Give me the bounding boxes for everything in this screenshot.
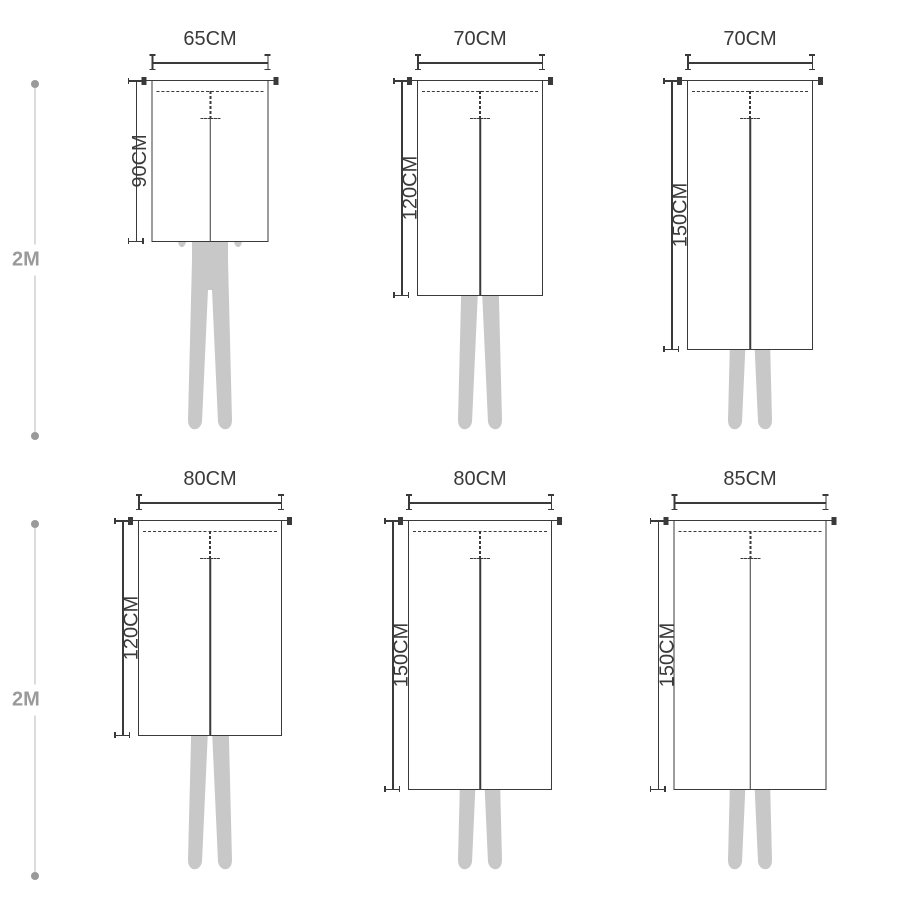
- width-dimension: 80CM: [408, 490, 552, 516]
- curtain: [687, 80, 813, 350]
- size-chart-canvas: 2M 65CM 90CM: [0, 0, 900, 900]
- reference-height-marker: 2M: [20, 80, 50, 440]
- height-dimension: 150CM: [380, 520, 406, 790]
- height-dimension: 150CM: [646, 520, 672, 790]
- curtain: [674, 520, 827, 790]
- curtain-cell: 85CM 150CM: [620, 460, 880, 880]
- width-dimension: 80CM: [138, 490, 282, 516]
- width-dimension: 65CM: [152, 50, 269, 76]
- height-label: 90CM: [129, 134, 152, 187]
- curtain-cell: 80CM 120CM: [80, 460, 340, 880]
- chart-row: 2M 65CM 90CM: [0, 20, 900, 440]
- curtain-cell: 70CM 120CM: [350, 20, 610, 440]
- reference-height-label: 2M: [12, 245, 40, 276]
- curtain-cell: 70CM 150CM: [620, 20, 880, 440]
- reference-height-marker: 2M: [20, 520, 50, 880]
- curtain: [138, 520, 282, 736]
- width-label: 80CM: [453, 468, 506, 491]
- reference-height-label: 2M: [12, 685, 40, 716]
- width-label: 70CM: [723, 28, 776, 51]
- curtain-cell: 80CM 150CM: [350, 460, 610, 880]
- height-dimension: 120CM: [389, 80, 415, 296]
- width-label: 65CM: [183, 28, 236, 51]
- width-label: 85CM: [723, 468, 776, 491]
- width-label: 80CM: [183, 468, 236, 491]
- curtain: [417, 80, 543, 296]
- curtain-cell: 65CM 90CM: [80, 20, 340, 440]
- height-dimension: 120CM: [110, 520, 136, 736]
- curtain: [152, 80, 269, 242]
- width-label: 70CM: [453, 28, 506, 51]
- width-dimension: 70CM: [687, 50, 813, 76]
- curtain: [408, 520, 552, 790]
- height-dimension: 150CM: [659, 80, 685, 350]
- chart-row: 2M 80CM 120CM: [0, 460, 900, 880]
- width-dimension: 85CM: [674, 490, 827, 516]
- width-dimension: 70CM: [417, 50, 543, 76]
- height-dimension: 90CM: [124, 80, 150, 242]
